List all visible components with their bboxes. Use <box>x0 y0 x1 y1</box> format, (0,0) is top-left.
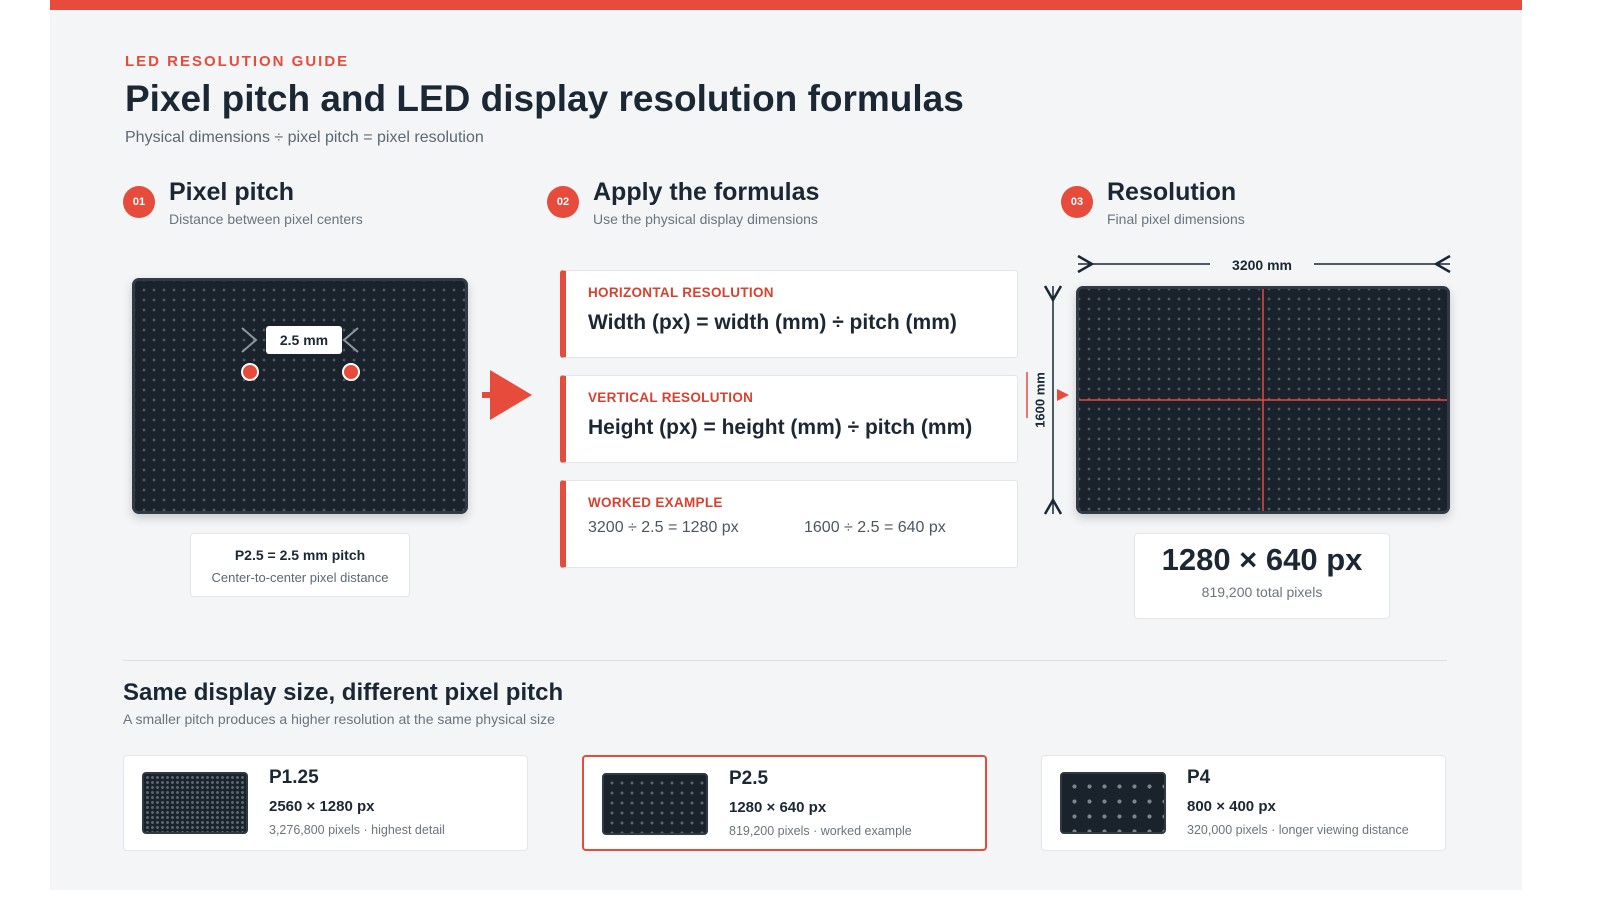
led-thumbnail <box>142 772 248 834</box>
step-description: Distance between pixel centers <box>169 211 363 227</box>
pitch-note: 320,000 pixels · longer viewing distance <box>1187 823 1409 837</box>
pitch-name: P1.25 <box>269 767 319 788</box>
pixel-center-dot <box>241 363 259 381</box>
flow-arrow-icon <box>482 370 532 420</box>
page: LED RESOLUTION GUIDE Pixel pitch and LED… <box>50 0 1522 890</box>
pitch-info-card: P2.5 = 2.5 mm pitch Center-to-center pix… <box>190 533 410 597</box>
pitch-card-p25: P2.5 1280 × 640 px 819,200 pixels · work… <box>582 755 987 851</box>
total-pixels: 819,200 total pixels <box>1201 584 1323 600</box>
step-title: Pixel pitch <box>169 178 295 206</box>
pitch-label: 2.5 mm <box>266 326 342 354</box>
accent-top-bar <box>50 0 1522 10</box>
pitch-name: P2.5 <box>729 768 769 789</box>
formula-label: HORIZONTAL RESOLUTION <box>588 285 774 300</box>
pitch-pixels: 3,276,800 pixels <box>269 823 361 837</box>
pixel-center-dot <box>342 363 360 381</box>
eyebrow: LED RESOLUTION GUIDE <box>125 53 350 70</box>
pitch-note: 819,200 pixels · worked example <box>729 824 912 838</box>
resolution-result: 1280 × 640 px <box>1161 542 1363 577</box>
step-number: 02 <box>547 186 579 218</box>
section-divider <box>123 660 1447 661</box>
led-thumbnail <box>1060 772 1166 834</box>
page-subtitle: Physical dimensions ÷ pixel pitch = pixe… <box>125 129 484 146</box>
formula-label: WORKED EXAMPLE <box>588 495 723 510</box>
comparison-subtitle: A smaller pitch produces a higher resolu… <box>123 711 555 727</box>
formula-label: VERTICAL RESOLUTION <box>588 390 754 405</box>
formula-equation: Height (px) = height (mm) ÷ pitch (mm) <box>588 416 973 439</box>
led-panel-pitch <box>132 278 468 514</box>
pitch-card-desc: Center-to-center pixel distance <box>211 570 389 585</box>
pitch-resolution: 800 × 400 px <box>1187 798 1276 815</box>
step-description: Final pixel dimensions <box>1107 211 1245 227</box>
formula-vertical: VERTICAL RESOLUTION Height (px) = height… <box>560 375 1018 463</box>
height-dimension-label: 1600 mm <box>1028 366 1052 434</box>
example-height-calc: 1600 ÷ 2.5 = 640 px <box>804 519 946 536</box>
step-title: Resolution <box>1107 178 1237 206</box>
vertical-pointer-icon <box>1026 372 1069 418</box>
step-number: 01 <box>123 186 155 218</box>
pitch-description: longer viewing distance <box>1278 823 1409 837</box>
pitch-description: worked example <box>820 824 912 838</box>
comparison-title: Same display size, different pixel pitch <box>123 679 564 706</box>
height-dimension-line <box>1043 285 1063 515</box>
pitch-card-title: P2.5 = 2.5 mm pitch <box>234 547 366 563</box>
step-description: Use the physical display dimensions <box>593 211 818 227</box>
pitch-arrows-icon <box>241 327 359 353</box>
resolution-result-card: 1280 × 640 px 819,200 total pixels <box>1134 533 1390 619</box>
led-thumbnail <box>602 773 708 835</box>
pitch-resolution: 2560 × 1280 px <box>269 798 375 815</box>
center-crosshair <box>1079 289 1447 511</box>
example-width-calc: 3200 ÷ 2.5 = 1280 px <box>588 519 739 536</box>
formula-worked-example: WORKED EXAMPLE 3200 ÷ 2.5 = 1280 px 1600… <box>560 480 1018 568</box>
step-number: 03 <box>1061 186 1093 218</box>
height-dimension-text: 1600 mm <box>1032 372 1048 428</box>
pitch-note: 3,276,800 pixels · highest detail <box>269 823 445 837</box>
pitch-card-p125: P1.25 2560 × 1280 px 3,276,800 pixels · … <box>123 755 528 851</box>
step-title: Apply the formulas <box>593 178 820 206</box>
pitch-card-p4: P4 800 × 400 px 320,000 pixels · longer … <box>1041 755 1446 851</box>
pitch-pixels: 819,200 pixels <box>729 824 810 838</box>
pitch-pixels: 320,000 pixels <box>1187 823 1268 837</box>
width-dimension-label: 3200 mm <box>1210 255 1314 275</box>
pitch-description: highest detail <box>371 823 445 837</box>
formula-equation: Width (px) = width (mm) ÷ pitch (mm) <box>588 311 957 334</box>
pitch-resolution: 1280 × 640 px <box>729 799 827 816</box>
pitch-name: P4 <box>1187 767 1211 788</box>
page-title: Pixel pitch and LED display resolution f… <box>125 78 964 119</box>
formula-horizontal: HORIZONTAL RESOLUTION Width (px) = width… <box>560 270 1018 358</box>
